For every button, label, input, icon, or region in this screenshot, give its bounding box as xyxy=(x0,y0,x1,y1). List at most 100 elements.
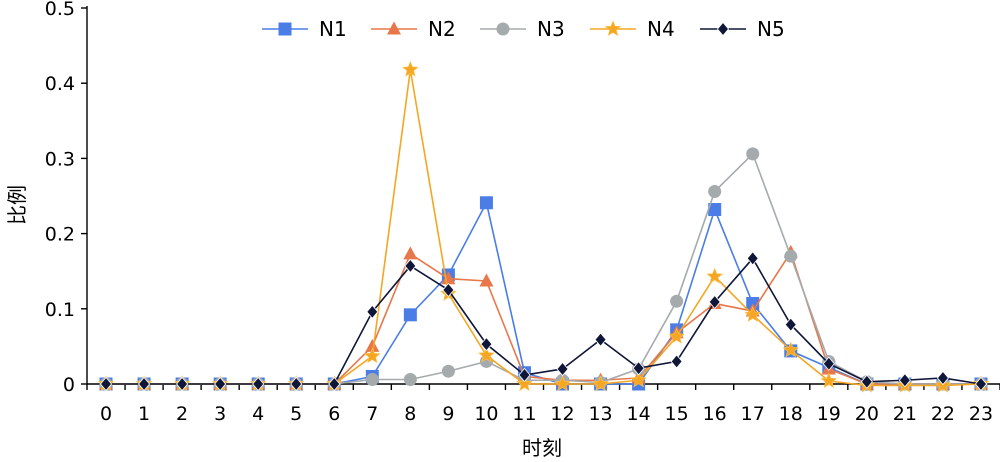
data-point xyxy=(252,376,265,392)
data-point xyxy=(479,196,493,210)
legend-item-n5: N5 xyxy=(700,17,785,41)
data-point xyxy=(518,367,531,383)
series-n4 xyxy=(97,60,990,393)
x-tick-label: 20 xyxy=(855,403,879,425)
x-tick-label: 5 xyxy=(290,403,302,425)
data-point xyxy=(441,271,456,285)
x-tick-label: 8 xyxy=(404,403,416,425)
series-layer xyxy=(97,60,990,393)
data-point xyxy=(784,249,798,263)
x-tick-label: 19 xyxy=(817,403,841,425)
data-point xyxy=(556,361,569,377)
y-tick-label: 0.2 xyxy=(45,224,75,246)
data-point xyxy=(365,372,379,386)
x-tick-label: 3 xyxy=(214,403,226,425)
data-point xyxy=(668,327,686,344)
legend-item-n4: N4 xyxy=(590,17,675,41)
legend-marker xyxy=(387,21,401,35)
data-point xyxy=(670,354,683,369)
x-axis-label: 时刻 xyxy=(522,436,562,460)
x-tick-label: 7 xyxy=(366,403,378,425)
data-point xyxy=(290,376,303,392)
data-point xyxy=(782,341,800,358)
legend-label: N5 xyxy=(757,17,785,41)
data-point xyxy=(746,147,760,161)
data-point xyxy=(442,282,455,298)
data-point xyxy=(708,294,721,310)
data-point xyxy=(974,376,988,392)
x-tick-label: 0 xyxy=(100,403,112,425)
legend-marker xyxy=(278,22,292,36)
y-tick-label: 0.1 xyxy=(45,299,75,321)
data-point xyxy=(708,184,722,198)
legend-item-n1: N1 xyxy=(262,17,347,41)
x-tick-label: 18 xyxy=(779,403,803,425)
data-point xyxy=(403,246,418,260)
data-point xyxy=(898,373,911,388)
data-point xyxy=(594,332,607,347)
data-point xyxy=(403,372,417,386)
data-point xyxy=(138,376,151,392)
data-point xyxy=(404,258,417,274)
x-tick-label: 9 xyxy=(442,403,454,425)
x-tick-label: 17 xyxy=(741,403,765,425)
y-axis-label: 比例 xyxy=(5,185,29,225)
data-point xyxy=(708,203,722,217)
data-point xyxy=(403,308,417,322)
legend-label: N3 xyxy=(537,17,565,41)
legend-label: N2 xyxy=(428,17,456,41)
data-point xyxy=(860,374,873,389)
y-tick-label: 0.3 xyxy=(45,148,75,170)
legend-item-n3: N3 xyxy=(480,17,565,41)
legend-item-n2: N2 xyxy=(371,17,456,41)
x-tick-label: 15 xyxy=(665,403,689,425)
data-point xyxy=(630,371,647,388)
data-point xyxy=(363,347,381,364)
x-tick-label: 1 xyxy=(138,403,150,425)
legend-marker xyxy=(496,22,510,36)
data-point xyxy=(479,273,494,287)
data-point xyxy=(176,376,189,392)
x-tick-label: 4 xyxy=(252,403,264,425)
data-point xyxy=(936,370,949,386)
data-point xyxy=(328,376,341,392)
series-n3 xyxy=(99,147,988,391)
data-point xyxy=(480,337,493,352)
data-point xyxy=(784,317,797,332)
series-n5 xyxy=(99,251,988,392)
x-tick-label: 16 xyxy=(703,403,727,425)
legend: N1 N2 N3 N4 N5 xyxy=(262,17,785,41)
data-point xyxy=(670,294,684,308)
data-point xyxy=(478,346,495,363)
data-point xyxy=(746,251,759,266)
data-point xyxy=(554,375,571,392)
axes: 00.10.20.30.40.50 1 2 3 4 5 6 7 8 9 10 11 12 13 14 15 16… xyxy=(45,0,1000,425)
data-point xyxy=(366,304,379,319)
data-point xyxy=(822,356,835,371)
x-tick-label: 10 xyxy=(474,403,498,425)
data-point xyxy=(820,372,838,389)
x-tick-label: 12 xyxy=(550,403,574,425)
data-point xyxy=(632,361,645,376)
x-tick-label: 6 xyxy=(328,403,340,425)
data-point xyxy=(592,375,609,392)
legend-label: N4 xyxy=(647,17,675,41)
y-tick-label: 0 xyxy=(63,374,75,396)
x-tick-label: 2 xyxy=(176,403,188,425)
legend-marker xyxy=(716,21,730,37)
data-point xyxy=(744,306,762,322)
series-line xyxy=(106,69,982,387)
series-line xyxy=(106,250,981,385)
series-n2 xyxy=(99,244,988,390)
x-tick-label: 21 xyxy=(893,403,917,425)
legend-marker xyxy=(604,20,622,37)
x-tick-label: 22 xyxy=(931,403,955,425)
y-tick-label: 0.5 xyxy=(45,0,75,20)
y-tick-label: 0.4 xyxy=(45,73,75,95)
x-tick-label: 14 xyxy=(627,403,651,425)
data-point xyxy=(365,338,380,352)
data-point xyxy=(99,376,113,392)
series-line xyxy=(106,152,981,385)
data-point xyxy=(401,60,419,77)
